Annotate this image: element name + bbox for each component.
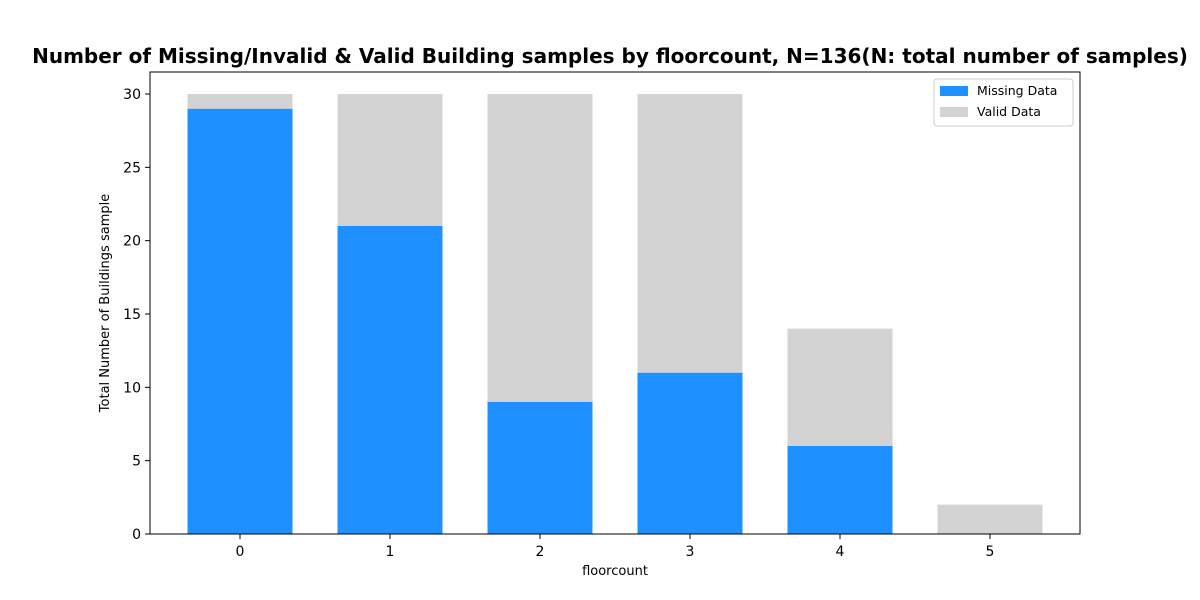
bar-missing-data-1 xyxy=(337,226,443,534)
bar-missing-data-4 xyxy=(787,446,893,534)
x-tick-label: 2 xyxy=(536,544,545,560)
x-tick-label: 4 xyxy=(836,544,845,560)
bar-valid-data-2 xyxy=(487,94,593,402)
legend-swatch xyxy=(940,86,968,96)
x-tick-label: 5 xyxy=(986,544,995,560)
y-axis-label: Total Number of Buildings sample xyxy=(98,194,113,413)
y-tick-label: 20 xyxy=(123,234,141,250)
bar-valid-data-3 xyxy=(637,94,743,373)
x-tick-label: 3 xyxy=(686,544,695,560)
y-tick-label: 0 xyxy=(132,527,141,543)
y-tick-label: 10 xyxy=(123,380,141,396)
x-tick-label: 0 xyxy=(236,544,245,560)
bar-missing-data-2 xyxy=(487,402,593,534)
x-axis-label: floorcount xyxy=(582,564,648,579)
y-axis: 0 5 10 15 20 25 30 xyxy=(123,87,150,543)
y-tick-label: 15 xyxy=(123,307,141,323)
bar-missing-data-0 xyxy=(187,108,293,535)
legend-label: Valid Data xyxy=(977,104,1041,119)
x-axis: 0 1 2 3 4 5 xyxy=(236,534,995,560)
bar-missing-data-3 xyxy=(637,372,743,534)
bar-valid-data-5 xyxy=(937,504,1043,534)
y-tick-label: 25 xyxy=(123,160,141,176)
legend: Missing Data Valid Data xyxy=(933,78,1074,127)
bar-valid-data-0 xyxy=(187,94,293,109)
axes-frame xyxy=(149,71,1081,535)
y-tick-label: 5 xyxy=(132,454,141,470)
x-tick-label: 1 xyxy=(386,544,395,560)
legend-label: Missing Data xyxy=(977,83,1057,98)
plot-area xyxy=(187,94,1043,535)
bar-valid-data-4 xyxy=(787,328,893,446)
bar-valid-data-1 xyxy=(337,94,443,226)
y-tick-label: 30 xyxy=(123,87,141,103)
legend-swatch xyxy=(940,107,968,117)
chart-title: Number of Missing/Invalid & Valid Buildi… xyxy=(32,44,1188,68)
legend-box xyxy=(933,78,1074,127)
